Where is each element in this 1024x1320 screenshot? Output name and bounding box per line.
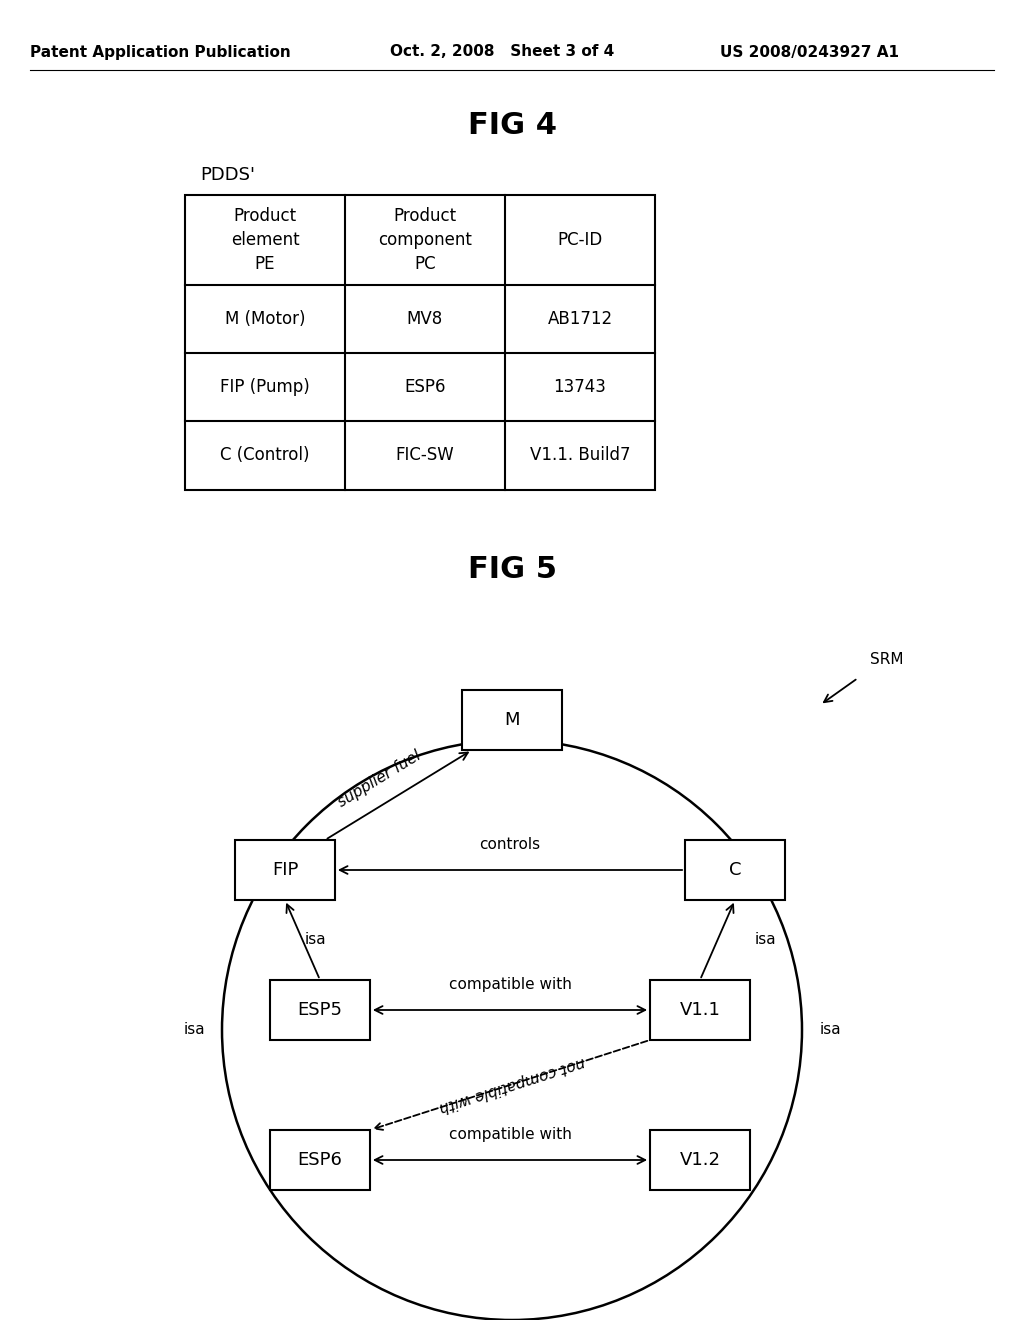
Text: compatible with: compatible with — [449, 1127, 571, 1142]
Text: Product
element
PE: Product element PE — [230, 207, 299, 273]
Text: compatible with: compatible with — [449, 977, 571, 993]
Text: supplier fuel: supplier fuel — [336, 747, 424, 809]
Text: PC-ID: PC-ID — [557, 231, 603, 249]
Text: Product
component
PC: Product component PC — [378, 207, 472, 273]
Text: 13743: 13743 — [554, 378, 606, 396]
Bar — [270, 979, 370, 1040]
Text: isa: isa — [305, 932, 327, 948]
Text: isa: isa — [183, 1023, 205, 1038]
Bar — [234, 840, 335, 900]
Bar — [685, 840, 785, 900]
Text: isa: isa — [755, 932, 776, 948]
Bar — [462, 690, 562, 750]
Text: Patent Application Publication: Patent Application Publication — [30, 45, 291, 59]
Text: PDDS': PDDS' — [200, 166, 255, 183]
Text: FIP: FIP — [271, 861, 298, 879]
Text: FIG 4: FIG 4 — [468, 111, 556, 140]
Text: M: M — [504, 711, 520, 729]
Text: Oct. 2, 2008   Sheet 3 of 4: Oct. 2, 2008 Sheet 3 of 4 — [390, 45, 614, 59]
Text: controls: controls — [479, 837, 541, 851]
Text: US 2008/0243927 A1: US 2008/0243927 A1 — [720, 45, 899, 59]
Text: M (Motor): M (Motor) — [224, 310, 305, 327]
Text: FIP (Pump): FIP (Pump) — [220, 378, 310, 396]
Text: ESP6: ESP6 — [298, 1151, 342, 1170]
Text: ESP5: ESP5 — [298, 1001, 342, 1019]
Text: V1.1. Build7: V1.1. Build7 — [529, 446, 630, 465]
Bar — [650, 979, 750, 1040]
Text: ESP6: ESP6 — [404, 378, 445, 396]
Text: FIG 5: FIG 5 — [468, 556, 556, 585]
Bar — [185, 195, 655, 490]
Text: V1.2: V1.2 — [680, 1151, 721, 1170]
Text: AB1712: AB1712 — [548, 310, 612, 327]
Bar — [650, 1130, 750, 1191]
Bar — [270, 1130, 370, 1191]
Text: SRM: SRM — [870, 652, 903, 668]
Text: V1.1: V1.1 — [680, 1001, 721, 1019]
Text: MV8: MV8 — [407, 310, 443, 327]
Text: FIC-SW: FIC-SW — [395, 446, 455, 465]
Text: C (Control): C (Control) — [220, 446, 309, 465]
Text: isa: isa — [819, 1023, 841, 1038]
Text: not compatible with: not compatible with — [437, 1053, 587, 1114]
Text: C: C — [729, 861, 741, 879]
